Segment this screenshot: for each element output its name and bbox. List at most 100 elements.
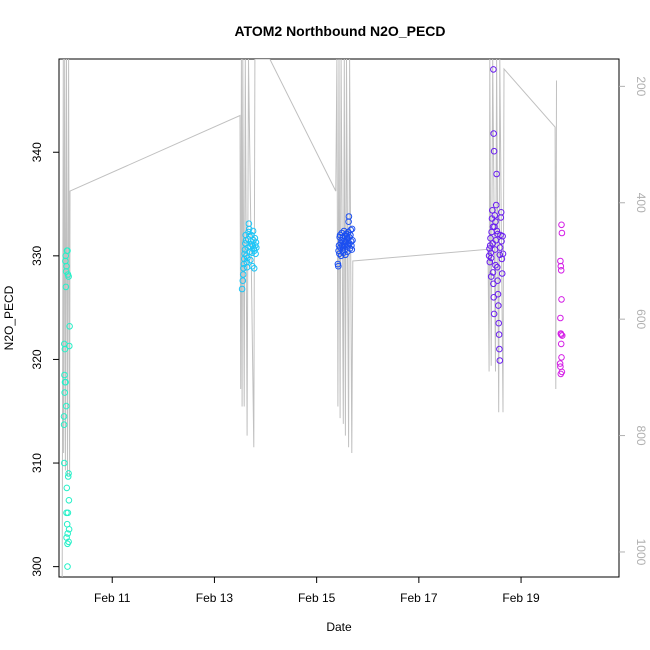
data-point — [495, 319, 503, 327]
data-point — [494, 290, 502, 298]
data-point — [252, 244, 260, 251]
data-point — [495, 302, 502, 309]
data-point — [335, 262, 342, 270]
data-point — [557, 262, 565, 270]
data-point — [489, 269, 497, 276]
y2-tick-label: 200 — [634, 76, 648, 96]
data-point — [495, 331, 503, 338]
data-point — [498, 270, 506, 277]
x-tick-label: Feb 17 — [400, 591, 438, 605]
data-point — [66, 323, 73, 330]
y-tick-label: 320 — [30, 349, 44, 369]
altitude-layer — [61, 59, 557, 577]
data-point — [493, 170, 500, 178]
data-point — [252, 250, 259, 258]
data-point — [496, 244, 504, 251]
y2-tick-label: 400 — [634, 193, 648, 213]
data-point — [489, 207, 496, 214]
data-point — [61, 345, 69, 353]
data-point — [251, 234, 259, 242]
y-tick-label: 300 — [30, 556, 44, 576]
data-point — [64, 563, 71, 570]
data-point — [238, 285, 246, 293]
data-point — [62, 378, 69, 386]
data-point — [558, 229, 566, 237]
data-point — [64, 247, 71, 254]
data-point — [490, 130, 498, 137]
data-point — [64, 509, 72, 517]
data-point — [347, 226, 355, 234]
data-point — [557, 370, 565, 378]
data-point — [63, 402, 70, 410]
y-axis-label: N2O_PECD — [2, 285, 16, 350]
data-point — [62, 283, 70, 291]
data-point — [487, 273, 495, 280]
data-point — [249, 262, 256, 270]
data-point — [63, 262, 70, 270]
data-point — [239, 271, 247, 278]
data-point — [345, 213, 353, 220]
data-point — [557, 314, 564, 322]
data-point — [497, 209, 505, 216]
x-tick-label: Feb 13 — [196, 591, 234, 605]
data-point — [348, 225, 356, 233]
data-point — [557, 340, 565, 348]
data-point — [60, 421, 68, 429]
y2-tick-label: 600 — [634, 309, 648, 329]
altitude-line — [61, 59, 557, 577]
axes-layer: Feb 11 Feb 13 Feb 15 Feb 17 Feb 19 300 310 320 3… — [30, 76, 648, 605]
data-point — [65, 497, 73, 504]
data-point — [492, 261, 499, 269]
y-tick-label: 330 — [30, 246, 44, 266]
data-point — [558, 332, 566, 339]
y2-tick-label: 1000 — [634, 539, 648, 566]
data-point — [61, 371, 68, 379]
y-tick-label: 340 — [30, 142, 44, 162]
data-point — [492, 218, 499, 225]
data-point — [65, 526, 73, 533]
data-point — [556, 360, 564, 367]
data-point — [249, 227, 257, 235]
data-point — [496, 251, 504, 259]
points-layer — [60, 66, 566, 570]
data-point — [65, 470, 72, 477]
data-point — [499, 250, 507, 258]
data-point — [492, 201, 500, 209]
data-point — [349, 237, 356, 244]
data-point — [348, 246, 356, 253]
data-point — [63, 484, 71, 492]
data-point — [490, 147, 498, 155]
data-point — [486, 258, 494, 266]
data-point — [494, 263, 501, 271]
data-point — [64, 530, 71, 537]
data-point — [490, 280, 497, 288]
data-point — [496, 345, 503, 353]
x-tick-label: Feb 11 — [94, 591, 131, 605]
data-point — [557, 331, 565, 338]
data-point — [64, 540, 71, 548]
data-point — [494, 230, 501, 238]
data-point — [496, 357, 504, 364]
data-point — [557, 267, 565, 274]
y2-tick-label: 800 — [634, 426, 648, 446]
data-point — [61, 389, 68, 396]
data-point — [61, 459, 68, 467]
data-point — [64, 473, 72, 480]
data-point — [490, 66, 497, 73]
x-axis-label: Date — [326, 620, 352, 634]
y-tick-label: 310 — [30, 453, 44, 473]
data-point — [247, 256, 254, 264]
data-point — [491, 212, 499, 219]
data-point — [490, 294, 498, 301]
data-point — [347, 238, 355, 245]
data-point — [60, 413, 68, 420]
data-point — [239, 277, 247, 285]
data-point — [487, 254, 495, 262]
chart-title: ATOM2 Northbound N2O_PECD — [234, 23, 445, 39]
data-point — [558, 354, 565, 361]
data-point — [341, 239, 349, 246]
data-point — [489, 223, 497, 231]
data-point — [490, 310, 498, 318]
